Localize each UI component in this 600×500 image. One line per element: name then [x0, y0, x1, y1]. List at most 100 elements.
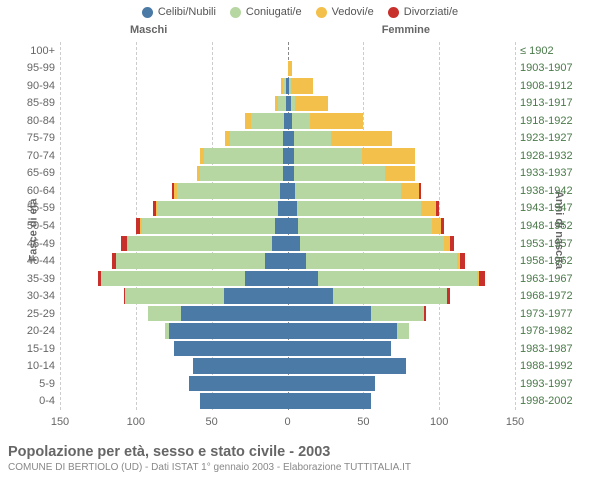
bar-segment	[148, 306, 181, 322]
bar-segment	[288, 341, 391, 357]
age-row: 30-341968-1972	[60, 287, 515, 305]
bar-segment	[101, 271, 245, 287]
bar-left	[225, 131, 287, 147]
bar-segment	[288, 288, 334, 304]
bar-left	[124, 288, 288, 304]
bar-right	[288, 288, 450, 304]
year-label: 1943-1947	[515, 202, 573, 214]
bar-segment	[288, 183, 296, 199]
year-label: 1983-1987	[515, 343, 573, 355]
bar-segment	[278, 201, 287, 217]
bar-left	[165, 323, 288, 339]
bar-segment	[265, 253, 288, 269]
x-tick: 150	[506, 416, 524, 428]
bar-right	[288, 271, 485, 287]
age-label: 40-44	[27, 255, 60, 267]
age-label: 45-49	[27, 238, 60, 250]
bar-segment	[306, 253, 458, 269]
bar-segment	[331, 131, 392, 147]
bar-segment	[310, 113, 363, 129]
bar-right	[288, 113, 364, 129]
bar-right	[288, 131, 393, 147]
year-label: 1928-1932	[515, 150, 573, 162]
bar-left	[174, 341, 288, 357]
bar-left	[200, 393, 288, 409]
bar-segment	[157, 201, 278, 217]
age-label: 100+	[30, 45, 60, 57]
year-label: 1958-1962	[515, 255, 573, 267]
legend-swatch	[388, 7, 399, 18]
age-label: 20-24	[27, 325, 60, 337]
age-label: 15-19	[27, 343, 60, 355]
bar-segment	[177, 183, 280, 199]
bar-segment	[421, 201, 436, 217]
bar-right	[288, 78, 314, 94]
bar-segment	[424, 306, 426, 322]
bar-segment	[447, 288, 450, 304]
year-label: 1948-1952	[515, 220, 573, 232]
age-row: 50-541948-1952	[60, 217, 515, 235]
age-row: 35-391963-1967	[60, 270, 515, 288]
age-row: 75-791923-1927	[60, 130, 515, 148]
bar-segment	[125, 288, 224, 304]
age-label: 50-54	[27, 220, 60, 232]
age-label: 70-74	[27, 150, 60, 162]
year-label: 1973-1977	[515, 308, 573, 320]
age-label: 60-64	[27, 185, 60, 197]
age-label: 30-34	[27, 290, 60, 302]
age-label: 80-84	[27, 115, 60, 127]
year-label: ≤ 1902	[515, 45, 554, 57]
legend-label: Vedovi/e	[332, 6, 374, 18]
year-label: 1968-1972	[515, 290, 573, 302]
bar-segment	[294, 131, 332, 147]
bar-left	[136, 218, 288, 234]
age-label: 95-99	[27, 62, 60, 74]
year-label: 1903-1907	[515, 62, 573, 74]
bar-right	[288, 376, 376, 392]
year-label: 1953-1957	[515, 238, 573, 250]
age-row: 20-241978-1982	[60, 322, 515, 340]
x-tick: 50	[206, 416, 218, 428]
bar-right	[288, 323, 409, 339]
bar-segment	[397, 323, 409, 339]
bar-segment	[295, 96, 328, 112]
legend-label: Divorziati/e	[404, 6, 458, 18]
bar-left	[193, 358, 287, 374]
age-row: 100+≤ 1902	[60, 42, 515, 60]
bar-right	[288, 96, 329, 112]
bar-segment	[450, 236, 455, 252]
age-label: 25-29	[27, 308, 60, 320]
bar-right	[288, 148, 415, 164]
bar-segment	[298, 218, 431, 234]
bar-left	[153, 201, 288, 217]
bar-right	[288, 306, 426, 322]
bar-segment	[128, 236, 272, 252]
bar-left	[275, 96, 287, 112]
bar-segment	[401, 183, 419, 199]
age-label: 75-79	[27, 132, 60, 144]
bar-left	[172, 183, 287, 199]
bar-segment	[189, 376, 288, 392]
bar-segment	[275, 218, 287, 234]
legend-item: Celibi/Nubili	[142, 6, 216, 18]
bar-segment	[318, 271, 477, 287]
footer-title: Popolazione per età, sesso e stato civil…	[8, 444, 592, 460]
bar-segment	[204, 148, 283, 164]
bar-segment	[200, 166, 283, 182]
bar-left	[200, 148, 288, 164]
bar-segment	[193, 358, 287, 374]
bar-segment	[292, 113, 310, 129]
age-row: 60-641938-1942	[60, 182, 515, 200]
bar-segment	[362, 148, 415, 164]
legend-item: Vedovi/e	[316, 6, 374, 18]
legend-swatch	[316, 7, 327, 18]
age-row: 25-291973-1977	[60, 305, 515, 323]
bar-segment	[436, 201, 439, 217]
bar-segment	[460, 253, 465, 269]
bar-segment	[200, 393, 288, 409]
legend-item: Coniugati/e	[230, 6, 302, 18]
age-row: 10-141988-1992	[60, 357, 515, 375]
bar-left	[112, 253, 288, 269]
age-row: 90-941908-1912	[60, 77, 515, 95]
year-label: 1988-1992	[515, 360, 573, 372]
